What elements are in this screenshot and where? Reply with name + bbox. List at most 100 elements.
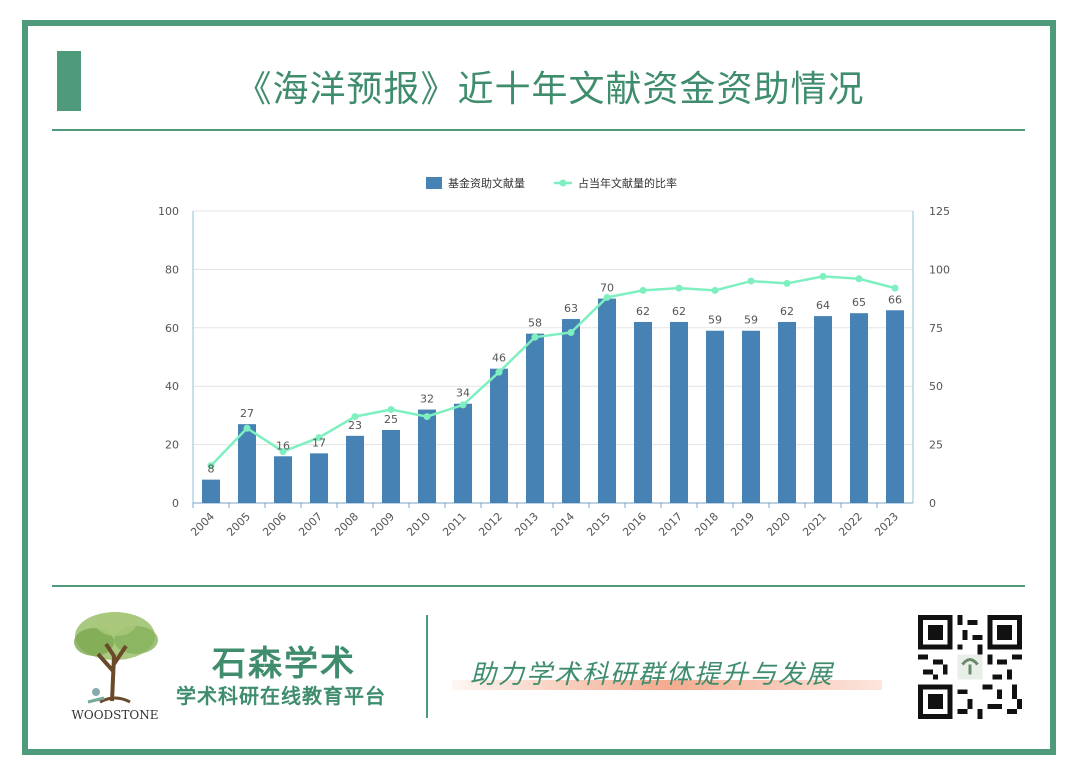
ratio-point [603,293,611,301]
brand-subtitle: 学术科研在线教育平台 [176,684,386,708]
chart-grid [193,210,913,504]
ratio-point [207,462,215,470]
y-tick-label: 20 [165,439,179,452]
brand-name: 石森学术 [212,644,356,684]
bar [742,330,760,503]
y2-tick-label: 25 [929,439,943,452]
y2-tick-label: 50 [929,380,943,393]
legend-bar-swatch [426,177,442,189]
ratio-point [459,401,467,409]
ratio-point [891,284,899,292]
bar-value-label: 70 [600,282,614,295]
bar-value-label: 66 [888,293,902,306]
ratio-point [495,368,503,376]
y-tick-label: 40 [165,380,179,393]
chart-labels: 8 27 16 17 23 25 32 34 46 58 63 70 62 62 59 59 62 64 65 66 [208,282,903,476]
legend-bar-label: 基金资助文献量 [448,176,525,190]
bar-value-label: 46 [492,352,506,365]
chart-line [207,272,899,470]
x-tick-label: 2012 [476,510,505,539]
y-tick-label: 60 [165,322,179,335]
qr-code-icon[interactable] [918,615,1022,719]
slogan-highlight [452,680,882,690]
bar-value-label: 58 [528,317,542,330]
x-tick-label: 2023 [872,510,901,539]
footer-top-rule [52,585,1025,587]
bar-value-label: 65 [852,296,866,309]
bar-value-label: 59 [708,314,722,327]
bar [814,316,832,503]
bar [382,430,400,503]
x-tick-label: 2009 [368,510,397,539]
bar-value-label: 17 [312,436,326,449]
bar [778,321,796,503]
bar-value-label: 62 [636,305,650,318]
bar [418,409,436,503]
bar [526,333,544,503]
x-tick-label: 2016 [620,510,649,539]
bar-value-label: 59 [744,314,758,327]
bar [598,298,616,503]
bar-value-label: 27 [240,407,254,420]
ratio-line [210,275,896,467]
y-tick-label: 0 [172,497,179,510]
y2-tick-label: 75 [929,322,943,335]
ratio-point [387,406,395,414]
x-tick-label: 2022 [836,510,865,539]
ratio-point [711,286,719,294]
bar-value-label: 32 [420,393,434,406]
ratio-point [819,272,827,280]
tree-icon [74,612,158,704]
ratio-point [855,275,863,283]
x-tick-label: 2011 [440,510,469,539]
ratio-point [639,286,647,294]
x-tick-label: 2018 [692,510,721,539]
bar-value-label: 34 [456,387,470,400]
bar [562,319,580,503]
ratio-point [351,413,359,421]
bar [706,330,724,503]
x-tick-label: 2017 [656,510,685,539]
x-tick-label: 2010 [404,510,433,539]
bar [238,424,256,503]
ratio-point [315,434,323,442]
logo-text: WOODSTONE [72,708,159,722]
chart-legend: 基金资助文献量 占当年文献量的比率 [426,176,677,190]
x-tick-label: 2021 [800,510,829,539]
x-tick-label: 2007 [296,510,325,539]
y2-tick-label: 100 [929,263,950,276]
bar [346,435,364,503]
bar-value-label: 25 [384,413,398,426]
ratio-point [567,328,575,336]
bar-value-label: 23 [348,419,362,432]
bar [886,310,904,503]
x-tick-label: 2015 [584,510,613,539]
bar-value-label: 16 [276,439,290,452]
ratio-point [675,284,683,292]
x-tick-label: 2006 [260,510,289,539]
bar [202,479,220,503]
bar-value-label: 62 [672,305,686,318]
bar-value-label: 63 [564,302,578,315]
legend-line-marker [559,179,567,187]
chart-bars [202,298,904,503]
bar [454,403,472,503]
x-tick-label: 2014 [548,510,577,539]
y2-tick-label: 125 [929,205,950,218]
footer-divider [426,615,428,718]
woodstone-logo: WOODSTONE [72,612,159,722]
bar [310,453,328,503]
ratio-point [423,413,431,421]
x-tick-label: 2004 [188,510,217,539]
bar-value-label: 62 [780,305,794,318]
bar [634,321,652,503]
x-tick-label: 2008 [332,510,361,539]
bar [670,321,688,503]
slogan: 助力学术科研群体提升与发展 [470,660,835,690]
y2-tick-label: 0 [929,497,936,510]
x-tick-label: 2019 [728,510,757,539]
y-tick-label: 100 [158,205,179,218]
bar [274,456,292,503]
